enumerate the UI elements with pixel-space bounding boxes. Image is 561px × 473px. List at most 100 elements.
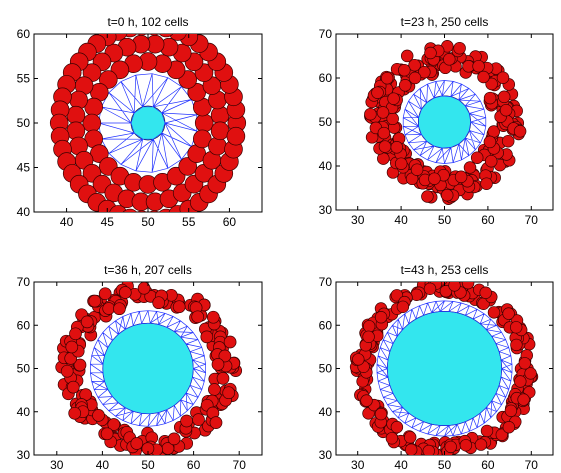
- cell-marker: [502, 307, 515, 320]
- cell-marker: [518, 357, 532, 370]
- x-tick-label: 30: [351, 458, 365, 472]
- cell-marker: [363, 320, 376, 333]
- cell-marker: [453, 41, 466, 55]
- core-disk: [387, 311, 502, 426]
- y-tick-label: 70: [17, 275, 31, 289]
- core-disk: [130, 105, 166, 141]
- cell-marker: [178, 157, 197, 176]
- mesh-ring: [402, 80, 487, 164]
- cell-marker: [396, 300, 410, 313]
- cell-marker: [102, 302, 116, 315]
- x-tick-label: 30: [351, 213, 365, 227]
- y-tick-label: 60: [17, 318, 31, 332]
- cell-marker: [194, 113, 214, 133]
- cell-marker: [390, 420, 404, 434]
- cell-marker: [380, 71, 394, 85]
- cell-marker: [100, 427, 114, 441]
- cell-marker: [210, 121, 230, 141]
- cell-marker: [376, 106, 390, 119]
- x-tick-label: 60: [481, 458, 495, 472]
- cell-marker: [443, 53, 456, 66]
- y-tick-label: 70: [319, 27, 333, 41]
- cell-marker: [444, 440, 457, 454]
- x-tick-label: 55: [182, 215, 196, 229]
- cell-marker: [480, 424, 494, 438]
- cell-marker: [510, 338, 523, 352]
- plot-area: [349, 282, 539, 455]
- cell-marker: [454, 170, 468, 184]
- x-tick-label: 70: [525, 458, 539, 472]
- y-tick-label: 60: [319, 318, 333, 332]
- cell-marker: [200, 330, 214, 344]
- x-tick-label: 40: [96, 458, 110, 472]
- cell-marker: [208, 136, 227, 156]
- cell-marker: [400, 49, 414, 63]
- cell-marker: [423, 282, 437, 295]
- cell-marker: [362, 330, 375, 343]
- cell-marker: [477, 70, 490, 84]
- y-tick-label: 50: [17, 362, 31, 376]
- cell-marker: [360, 394, 373, 407]
- y-tick-label: 30: [319, 448, 333, 462]
- cell-marker: [80, 315, 94, 329]
- cell-marker: [65, 340, 79, 354]
- y-tick-label: 60: [17, 27, 31, 41]
- cell-marker: [374, 311, 388, 324]
- cell-marker: [206, 310, 220, 324]
- x-tick-label: 30: [50, 458, 64, 472]
- cell-marker: [421, 190, 434, 203]
- y-tick-label: 40: [17, 205, 31, 219]
- cell-marker: [211, 358, 225, 371]
- cell-marker: [479, 286, 492, 299]
- cell-marker: [66, 105, 86, 125]
- cell-marker: [501, 134, 515, 148]
- cell-marker: [496, 71, 510, 84]
- panel-4: t=43 h, 253 cells 30 40 50 60 70 30 40 50 60 70: [319, 263, 554, 472]
- x-tick-label: 60: [481, 213, 495, 227]
- cell-marker: [497, 90, 511, 104]
- x-tick-label: 70: [525, 213, 539, 227]
- cell-marker: [99, 70, 118, 89]
- panel-2: t=23 h, 250 cells 30 40 50 60 70 30 40 50 60 70: [319, 15, 554, 227]
- cell-marker: [60, 364, 74, 378]
- cell-marker: [424, 46, 437, 60]
- cell-marker: [483, 135, 497, 149]
- cell-marker: [371, 86, 384, 99]
- cell-marker: [210, 105, 230, 125]
- cell-marker: [398, 63, 411, 77]
- cell-marker: [517, 393, 530, 406]
- panel-title: t=0 h, 102 cells: [107, 15, 188, 29]
- cell-marker: [222, 386, 236, 400]
- cell-marker: [487, 306, 501, 319]
- x-tick-label: 50: [141, 215, 155, 229]
- mesh-ring: [376, 300, 513, 437]
- cell-marker: [418, 65, 431, 79]
- y-tick-label: 30: [319, 203, 333, 217]
- x-tick-label: 40: [394, 458, 408, 472]
- x-tick-label: 40: [394, 213, 408, 227]
- cell-marker: [192, 413, 205, 426]
- x-tick-label: 60: [187, 458, 201, 472]
- cell-marker: [408, 71, 422, 85]
- cell-marker: [499, 103, 513, 117]
- cell-marker: [92, 409, 105, 422]
- panel-title: t=23 h, 250 cells: [401, 15, 489, 29]
- cell-marker: [428, 172, 441, 185]
- cell-marker: [149, 210, 160, 212]
- cell-marker: [113, 302, 126, 316]
- cell-marker: [404, 431, 417, 444]
- cell-marker: [136, 210, 147, 212]
- cell-marker: [440, 188, 454, 202]
- cell-marker: [69, 90, 88, 110]
- cell-marker: [510, 321, 523, 334]
- y-tick-label: 50: [17, 116, 31, 130]
- cell-marker: [474, 438, 488, 451]
- cell-marker: [470, 151, 484, 164]
- cell-marker: [180, 414, 193, 428]
- cell-marker: [405, 443, 418, 455]
- cell-marker: [66, 121, 86, 141]
- cell-marker: [137, 282, 151, 295]
- cell-marker: [122, 208, 138, 212]
- cell-marker: [461, 282, 475, 290]
